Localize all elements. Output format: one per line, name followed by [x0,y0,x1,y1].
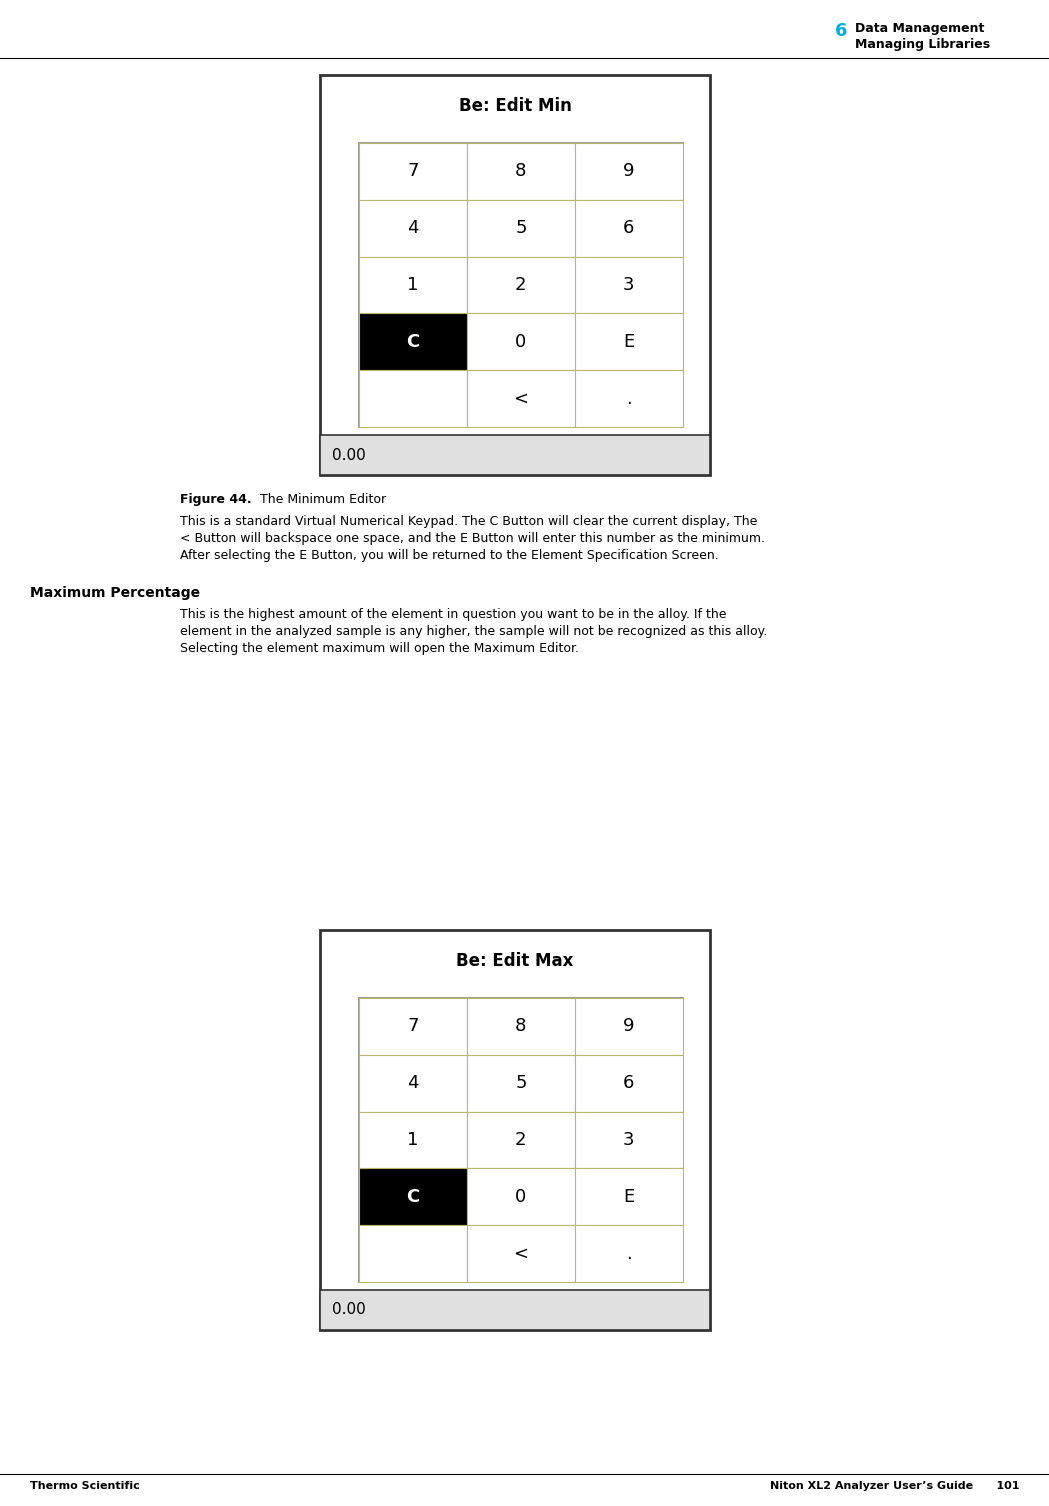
Bar [575,200,683,256]
Text: 1: 1 [407,276,419,294]
Text: 6: 6 [623,220,635,238]
Text: 3: 3 [623,276,635,294]
Bar [575,998,683,1054]
Text: E: E [623,1188,635,1206]
Bar [320,435,710,474]
Text: Selecting the element maximum will open the Maximum Editor.: Selecting the element maximum will open … [180,642,579,655]
Text: 0.00: 0.00 [331,1303,366,1318]
Text: < Button will backspace one space, and the E Button will enter this number as th: < Button will backspace one space, and t… [180,532,765,545]
Text: 9: 9 [623,163,635,181]
Text: 5: 5 [515,1074,527,1092]
Text: Maximum Percentage: Maximum Percentage [30,586,200,599]
Text: 1: 1 [407,1131,419,1149]
Bar [467,1054,575,1111]
Text: Be: Edit Min: Be: Edit Min [458,96,572,114]
Text: .: . [626,390,631,408]
Bar [359,370,467,428]
Bar [359,256,467,313]
Bar [359,200,467,256]
Bar [467,1169,575,1226]
Bar [467,998,575,1054]
Bar [575,143,683,200]
Text: 0: 0 [515,333,527,351]
Text: Figure 44.: Figure 44. [180,492,252,506]
Bar [467,256,575,313]
Text: 5: 5 [515,220,527,238]
Text: 4: 4 [407,220,419,238]
Text: 9: 9 [623,1018,635,1036]
Bar [359,313,467,370]
Text: element in the analyzed sample is any higher, the sample will not be recognized : element in the analyzed sample is any hi… [180,625,767,639]
Text: 6: 6 [623,1074,635,1092]
Bar [320,75,710,474]
Bar [467,313,575,370]
Bar [467,200,575,256]
Text: 0: 0 [515,1188,527,1206]
Text: 7: 7 [407,163,419,181]
Bar [575,1054,683,1111]
Bar [575,1111,683,1169]
Text: .: . [626,1244,631,1262]
Text: Managing Libraries: Managing Libraries [855,38,990,51]
Bar [467,1111,575,1169]
Bar [359,143,467,200]
Text: 8: 8 [515,163,527,181]
Text: This is the highest amount of the element in question you want to be in the allo: This is the highest amount of the elemen… [180,608,727,620]
Text: C: C [406,333,420,351]
Bar [320,1291,710,1330]
Text: C: C [406,1188,420,1206]
Bar [575,370,683,428]
Text: The Minimum Editor: The Minimum Editor [248,492,386,506]
Text: 2: 2 [515,1131,527,1149]
Bar [467,143,575,200]
Text: Data Management: Data Management [855,23,984,35]
Bar [320,931,710,1330]
Bar [467,1226,575,1282]
Text: 3: 3 [623,1131,635,1149]
Text: Niton XL2 Analyzer User’s Guide      101: Niton XL2 Analyzer User’s Guide 101 [770,1480,1019,1491]
Bar [359,998,683,1282]
Text: <: < [513,1244,529,1262]
Bar [359,998,467,1054]
Bar [359,143,683,428]
Text: 6: 6 [835,23,848,41]
Bar [575,256,683,313]
Text: 0.00: 0.00 [331,447,366,462]
Bar [575,313,683,370]
Bar [575,1226,683,1282]
Bar [575,1169,683,1226]
Bar [359,1226,467,1282]
Bar [467,370,575,428]
Bar [359,1054,467,1111]
Text: 8: 8 [515,1018,527,1036]
Text: 4: 4 [407,1074,419,1092]
Text: After selecting the E Button, you will be returned to the Element Specification : After selecting the E Button, you will b… [180,550,719,562]
Text: This is a standard Virtual Numerical Keypad. The C Button will clear the current: This is a standard Virtual Numerical Key… [180,515,757,529]
Text: 2: 2 [515,276,527,294]
Text: 7: 7 [407,1018,419,1036]
Text: E: E [623,333,635,351]
Text: Thermo Scientific: Thermo Scientific [30,1480,140,1491]
Bar [359,1111,467,1169]
Text: <: < [513,390,529,408]
Bar [359,1169,467,1226]
Text: Be: Edit Max: Be: Edit Max [456,952,574,970]
